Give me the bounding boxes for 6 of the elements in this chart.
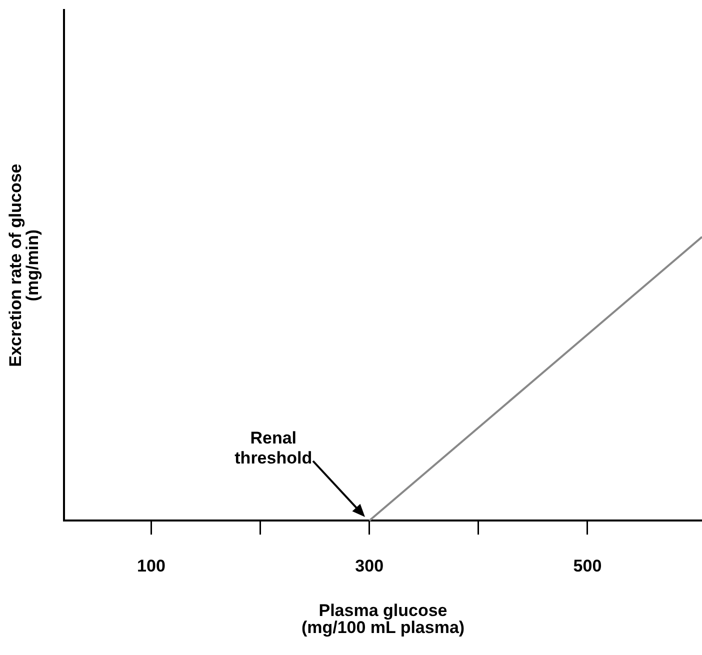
x-tick-label: 100 — [137, 556, 166, 576]
x-axis-title: Plasma glucose (mg/100 mL plasma) — [301, 601, 465, 638]
y-axis-title: Excretion rate of glucose (mg/min) — [6, 164, 42, 367]
x-tick-label: 500 — [573, 556, 602, 576]
x-tick-label: 300 — [355, 556, 384, 576]
annotation: Renal threshold — [234, 428, 312, 468]
